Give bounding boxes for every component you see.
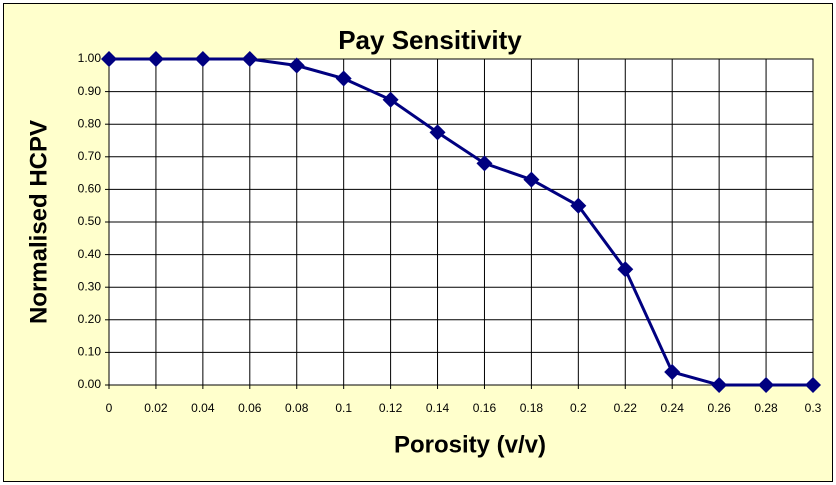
x-tick-label: 0.14: [426, 401, 450, 415]
data-point: [523, 171, 540, 188]
data-point: [382, 91, 399, 108]
y-tick-label: 0.80: [78, 116, 102, 130]
chart-title: Pay Sensitivity: [338, 25, 522, 55]
data-point: [570, 197, 587, 214]
data-point: [664, 363, 681, 380]
x-tick-label: 0.18: [520, 401, 544, 415]
x-tick-label: 0.3: [805, 401, 822, 415]
x-tick-label: 0.22: [614, 401, 638, 415]
y-axis-label: Normalised HCPV: [25, 120, 52, 324]
plot-border: [108, 58, 814, 386]
x-tick-label: 0.1: [335, 401, 352, 415]
x-tick-label: 0.04: [191, 401, 215, 415]
data-point: [241, 51, 258, 67]
y-tick-label: 0.20: [78, 312, 102, 326]
data-point: [429, 124, 446, 141]
y-tick-label: 0.50: [78, 214, 102, 228]
y-tick-label: 0.00: [78, 377, 102, 391]
y-tick-label: 0.10: [78, 345, 102, 359]
x-tick-label: 0.02: [144, 401, 168, 415]
data-point: [101, 51, 117, 67]
x-axis-label: Porosity (v/v): [394, 431, 546, 458]
data-point: [335, 70, 352, 87]
series-line: [109, 57, 813, 387]
x-tick-label: 0.06: [238, 401, 262, 415]
data-point: [194, 51, 211, 67]
data-point: [617, 261, 634, 278]
x-tick-label: 0: [106, 401, 113, 415]
x-tick-label: 0.26: [707, 401, 731, 415]
data-point: [758, 377, 775, 393]
y-tick-label: 0.60: [78, 182, 102, 196]
x-tick-label: 0.12: [379, 401, 403, 415]
y-tick-label: 0.70: [78, 149, 102, 163]
data-point: [711, 377, 728, 393]
y-tick-label: 0.90: [78, 84, 102, 98]
y-tick-label: 0.40: [78, 247, 102, 261]
x-tick-label: 0.16: [473, 401, 497, 415]
x-tick-label: 0.24: [661, 401, 685, 415]
y-tick-label: 1.00: [78, 51, 102, 65]
x-tick-label: 0.28: [754, 401, 778, 415]
data-point: [476, 155, 493, 172]
data-point: [288, 57, 305, 74]
data-point: [147, 51, 164, 67]
x-tick-label: 0.08: [285, 401, 309, 415]
x-tick-label: 0.2: [570, 401, 587, 415]
y-tick-label: 0.30: [78, 279, 102, 293]
data-point: [805, 377, 821, 393]
